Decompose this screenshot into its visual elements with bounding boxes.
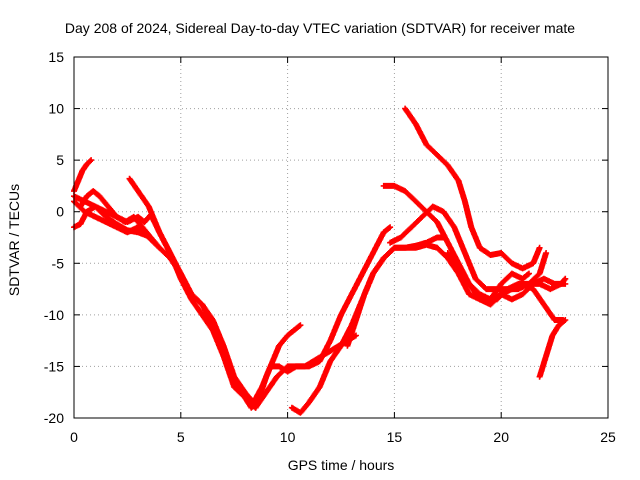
x-tick-label: 20 [493,429,509,445]
y-tick-label: -15 [44,358,64,374]
y-axis-label: SDTVAR / TECUs [6,183,22,297]
series-points [71,198,359,406]
series-arc-j [387,203,569,293]
series-points [126,175,259,411]
series-points [493,250,550,303]
series-arc-f [252,224,394,411]
series-arc-k [402,105,543,272]
series-points [444,250,532,303]
y-tick-label: 5 [56,152,64,168]
series-points [77,188,163,251]
x-axis-label: GPS time / hours [287,457,395,473]
x-tick-label: 0 [70,429,78,445]
series-arc-l [444,250,532,303]
grid [74,57,608,418]
series-arc-e [126,175,259,411]
chart-title: Day 208 of 2024, Sidereal Day-to-day VTE… [64,20,576,36]
series-layer [71,105,569,416]
x-tick-label: 15 [387,429,403,445]
series-points [402,105,543,272]
y-tick-label: -5 [52,255,65,271]
x-tick-label: 25 [600,429,616,445]
series-points [252,224,394,411]
axis-ticks: 0 5 10 15 20 25 -20 -15 -10 -5 0 5 10 15 [44,49,616,445]
series-points [536,317,569,380]
series-arc-d [77,188,163,251]
y-tick-label: 0 [56,204,64,220]
plot-frame [73,56,609,419]
y-tick-label: 15 [48,49,64,65]
series-arc-m [536,317,569,380]
x-tick-label: 10 [280,429,296,445]
series-arc-n [493,250,550,303]
y-tick-label: -10 [44,307,64,323]
y-tick-label: 10 [48,101,64,117]
x-tick-label: 5 [177,429,185,445]
y-tick-label: -20 [44,410,64,426]
series-points [387,203,569,293]
series-arc-b [71,198,359,406]
